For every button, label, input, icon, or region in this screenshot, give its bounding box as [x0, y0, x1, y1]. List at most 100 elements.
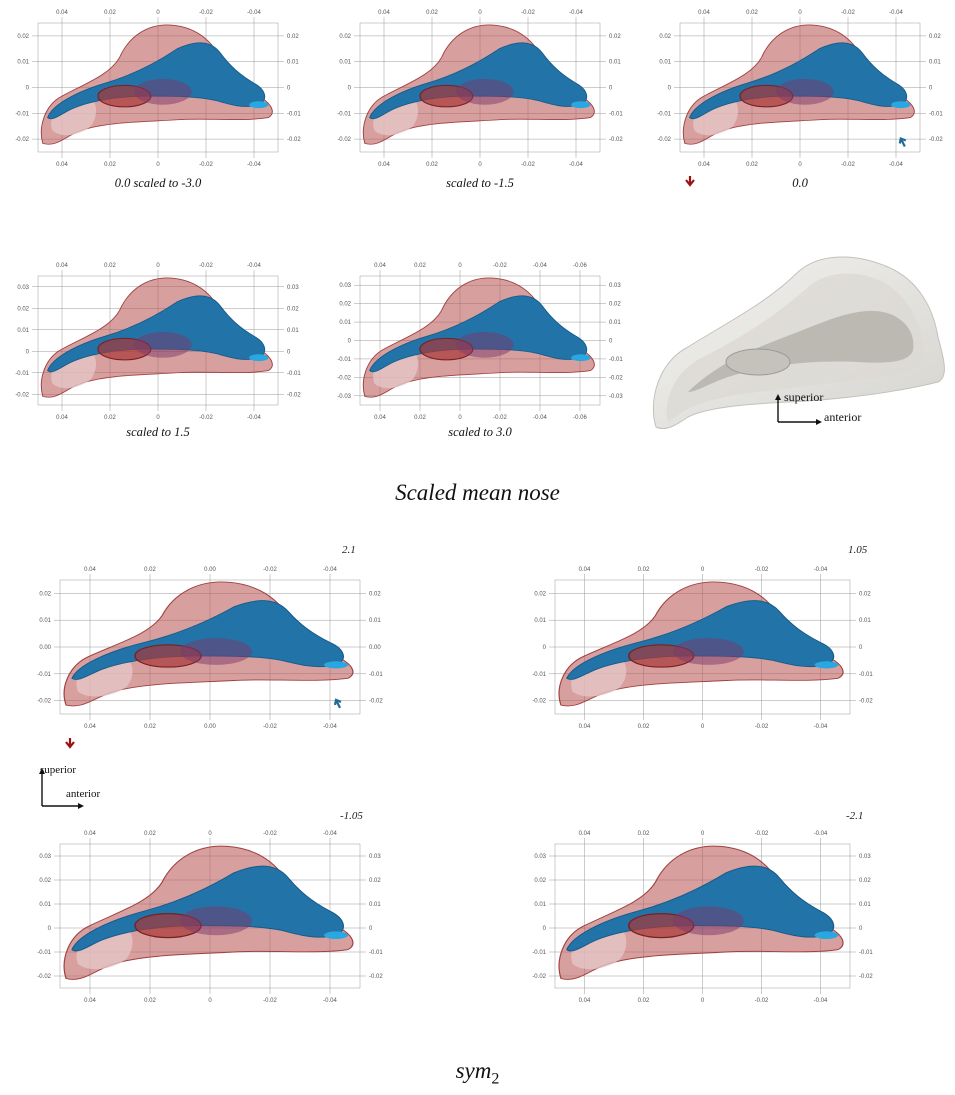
nose-panel: 0.04 0.04 0.02 0.02 0 0 -0.02 -0.02 -0.04 -0.04 0.… — [330, 5, 630, 170]
y-tick-label: -0.02 — [609, 375, 623, 381]
x-tick-label: 0 — [798, 10, 802, 16]
x-tick-label: 0 — [701, 998, 705, 1004]
y-tick-label: -0.01 — [532, 672, 546, 678]
panel-caption: scaled to 1.5 — [126, 425, 190, 439]
x-tick-label: 0.04 — [698, 162, 710, 168]
nose-panel: 0.04 0.04 0.02 0.02 0 0 -0.02 -0.02 -0.04 -0.04 -0… — [330, 258, 630, 423]
x-tick-label: -0.04 — [889, 10, 903, 16]
x-tick-label: -0.02 — [263, 998, 277, 1004]
x-tick-label: 0.02 — [104, 263, 116, 269]
y-tick-label: -0.02 — [657, 137, 671, 143]
y-tick-label: -0.02 — [532, 974, 546, 980]
x-tick-label: 0.02 — [746, 162, 758, 168]
y-tick-label: 0.01 — [287, 328, 299, 334]
orientation-indicator: superior anterior — [36, 764, 136, 812]
y-tick-label: 0.03 — [609, 283, 621, 289]
y-tick-label: -0.01 — [337, 357, 351, 363]
x-tick-label: 0.04 — [84, 724, 96, 730]
x-tick-label: -0.04 — [247, 263, 261, 269]
x-tick-label: 0.04 — [374, 415, 386, 421]
y-tick-label: 0.02 — [859, 591, 871, 597]
x-tick-label: 0.00 — [204, 567, 216, 573]
x-tick-label: -0.02 — [199, 263, 213, 269]
x-tick-label: -0.02 — [263, 567, 277, 573]
superior-label: superior — [40, 764, 77, 776]
panel-label: 1.05 — [848, 544, 868, 556]
y-tick-label: -0.02 — [15, 137, 29, 143]
x-tick-label: -0.04 — [247, 415, 261, 421]
y-tick-label: 0.03 — [287, 285, 299, 291]
y-tick-label: 0 — [287, 349, 291, 355]
x-tick-label: 0.02 — [414, 415, 426, 421]
y-tick-label: 0.01 — [609, 320, 621, 326]
y-tick-label: 0 — [348, 339, 352, 345]
y-tick-label: 0.02 — [39, 878, 51, 884]
x-tick-label: -0.02 — [755, 724, 769, 730]
x-tick-label: 0 — [156, 263, 160, 269]
y-tick-label: 0.01 — [859, 902, 871, 908]
y-tick-label: 0 — [287, 86, 291, 92]
section-title-subscript: 2 — [491, 1070, 500, 1088]
y-tick-label: 0.01 — [287, 60, 299, 66]
x-tick-label: -0.04 — [814, 724, 828, 730]
y-tick-label: 0.01 — [534, 902, 546, 908]
x-tick-label: 0 — [701, 724, 705, 730]
panel-label: 2.1 — [342, 544, 356, 556]
y-tick-label: 0.01 — [17, 60, 29, 66]
x-tick-label: 0.04 — [374, 263, 386, 269]
y-tick-label: -0.01 — [657, 111, 671, 117]
nose-panel: 0.04 0.04 0.02 0.02 0 0 -0.02 -0.02 -0.04 -0.04 0.… — [525, 826, 880, 1006]
x-tick-label: -0.02 — [199, 162, 213, 168]
mean-nose-render — [648, 252, 948, 432]
x-tick-label: -0.04 — [323, 831, 337, 837]
x-tick-label: -0.04 — [533, 415, 547, 421]
x-tick-label: -0.02 — [493, 263, 507, 269]
y-tick-label: 0.03 — [369, 854, 381, 860]
x-tick-label: -0.04 — [814, 998, 828, 1004]
y-tick-label: -0.02 — [369, 974, 383, 980]
x-tick-label: 0.02 — [144, 831, 156, 837]
x-tick-label: 0.02 — [414, 263, 426, 269]
x-tick-label: 0.02 — [746, 10, 758, 16]
y-tick-label: 0 — [26, 86, 30, 92]
y-tick-label: -0.01 — [37, 672, 51, 678]
x-tick-label: 0.04 — [84, 831, 96, 837]
orientation-indicator: superior anterior — [774, 390, 874, 428]
x-tick-label: 0.02 — [638, 724, 650, 730]
nose-render: 0.04 0.04 0.02 0.02 0.00 0.00 -0.02 -0.02 -0.04 -… — [37, 567, 383, 749]
x-tick-label: 0.02 — [638, 567, 650, 573]
y-tick-label: 0 — [543, 926, 547, 932]
y-tick-label: -0.01 — [859, 950, 873, 956]
x-tick-label: -0.02 — [199, 10, 213, 16]
y-tick-label: -0.03 — [609, 394, 623, 400]
x-tick-label: -0.02 — [521, 162, 535, 168]
y-tick-label: -0.02 — [337, 375, 351, 381]
y-tick-label: -0.01 — [15, 111, 29, 117]
y-tick-label: 0.03 — [339, 283, 351, 289]
x-tick-label: -0.02 — [263, 831, 277, 837]
y-tick-label: 0.03 — [859, 854, 871, 860]
x-tick-label: 0 — [208, 831, 212, 837]
nose-panel: 0.04 0.04 0.02 0.02 0 0 -0.02 -0.02 -0.04 -0.04 0.… — [525, 562, 880, 732]
x-tick-label: 0.04 — [84, 567, 96, 573]
x-tick-label: 0.02 — [426, 10, 438, 16]
nose-panel: 0.04 0.04 0.02 0.02 0 0 -0.02 -0.02 -0.04 -0.04 0.… — [8, 258, 308, 423]
y-tick-label: 0.02 — [534, 878, 546, 884]
x-tick-label: 0.04 — [698, 10, 710, 16]
x-tick-label: 0.00 — [204, 724, 216, 730]
y-tick-label: -0.01 — [532, 950, 546, 956]
y-tick-label: 0.01 — [929, 60, 941, 66]
x-tick-label: 0 — [458, 263, 462, 269]
x-tick-label: -0.04 — [569, 10, 583, 16]
y-tick-label: -0.01 — [337, 111, 351, 117]
y-tick-label: 0.01 — [609, 60, 621, 66]
y-tick-label: 0.01 — [339, 60, 351, 66]
x-tick-label: 0.04 — [579, 724, 591, 730]
x-tick-label: 0.04 — [84, 998, 96, 1004]
y-tick-label: 0.02 — [929, 34, 941, 40]
x-tick-label: -0.02 — [755, 567, 769, 573]
y-tick-label: 0.02 — [534, 591, 546, 597]
x-tick-label: 0.04 — [56, 415, 68, 421]
y-tick-label: -0.01 — [609, 111, 623, 117]
nose-render: 0.04 0.04 0.02 0.02 0 0 -0.02 -0.02 -0.04 -0.04 0.… — [532, 831, 873, 1004]
